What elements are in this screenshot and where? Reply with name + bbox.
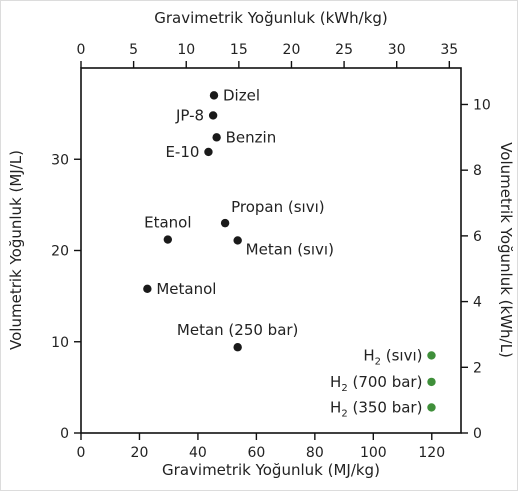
data-point-label: H2 (350 bar) — [330, 398, 422, 419]
data-point-label: Benzin — [226, 128, 277, 146]
data-point-label: Metan (250 bar) — [177, 321, 299, 339]
x-tick-label: 20 — [131, 445, 149, 461]
data-point-label: H2 (700 bar) — [330, 373, 422, 394]
y-tick-label: 20 — [51, 244, 69, 260]
x-tick-label: 0 — [77, 445, 86, 461]
y-tick-label: 0 — [60, 426, 69, 442]
y-tick-label: 10 — [51, 335, 69, 351]
y2-tick-label: 10 — [473, 97, 491, 113]
y2-tick-label: 0 — [473, 426, 482, 442]
data-point — [233, 236, 242, 245]
points-layer: Dizel JP-8 Benzin E-10 Propan (sıvı) Etanol Me… — [143, 86, 436, 419]
x2-tick-label: 20 — [283, 42, 301, 58]
data-point — [209, 91, 219, 100]
x-tick-label: 100 — [360, 445, 387, 461]
x2-tick-label: 30 — [388, 42, 406, 58]
data-point-label: H2 (sıvı) — [363, 346, 422, 367]
y-axis-title-right: Volumetrik Yoğunluk (kWh/L) — [497, 142, 515, 358]
data-point — [208, 111, 218, 120]
x2-tick-label: 25 — [335, 42, 353, 58]
data-point-label: Metanol — [156, 280, 216, 298]
y2-tick-label: 8 — [473, 163, 482, 179]
x-axis-title-bottom: Gravimetrik Yoğunluk (MJ/kg) — [162, 461, 380, 479]
ticks-layer: 0 20 40 60 80 100 120 0 5 10 15 20 25 30 35 0 10 20 30 0 2 4 6… — [51, 42, 491, 461]
data-point — [427, 403, 436, 412]
data-point — [163, 235, 173, 244]
data-point-label: Dizel — [223, 86, 260, 104]
data-point-label: Metan (sıvı) — [246, 240, 334, 258]
x-axis-title-top: Gravimetrik Yoğunluk (kWh/kg) — [154, 9, 388, 27]
x2-tick-label: 35 — [440, 42, 458, 58]
x2-tick-label: 0 — [77, 42, 86, 58]
y2-tick-label: 6 — [473, 229, 482, 245]
data-point — [220, 218, 230, 228]
x2-tick-label: 10 — [177, 42, 195, 58]
data-point — [233, 343, 242, 352]
data-point-label: Etanol — [144, 214, 191, 232]
x2-tick-label: 5 — [129, 42, 138, 58]
x-tick-label: 120 — [418, 445, 445, 461]
x2-tick-label: 15 — [230, 42, 248, 58]
x-tick-label: 60 — [247, 445, 265, 461]
y-tick-label: 30 — [51, 152, 69, 168]
x-tick-label: 80 — [306, 445, 324, 461]
y-axis-title-left: Volumetrik Yoğunluk (MJ/L) — [7, 150, 25, 350]
data-point — [204, 147, 213, 157]
y2-tick-label: 4 — [473, 295, 482, 311]
data-point-label: JP-8 — [175, 106, 204, 124]
data-point — [427, 351, 436, 360]
x-tick-label: 40 — [189, 445, 207, 461]
data-point — [212, 133, 221, 142]
data-point-label: Propan (sıvı) — [231, 198, 325, 216]
data-point-label: E-10 — [165, 143, 199, 161]
data-point — [427, 377, 436, 387]
data-point — [143, 284, 152, 294]
y2-tick-label: 2 — [473, 360, 482, 376]
